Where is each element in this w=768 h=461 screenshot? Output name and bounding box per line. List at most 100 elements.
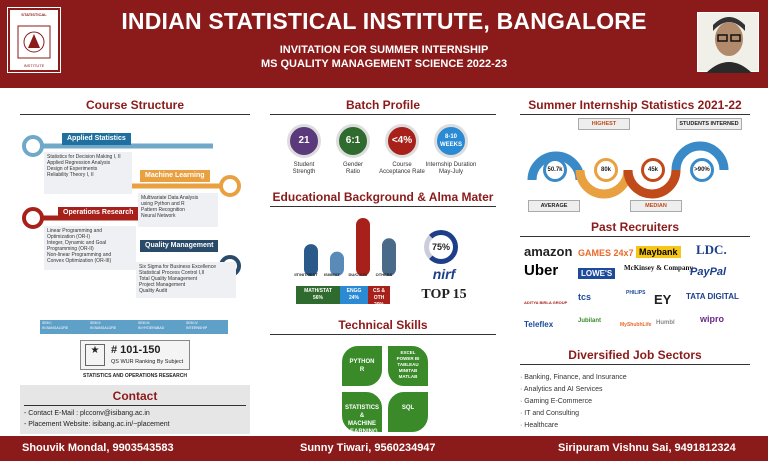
divider bbox=[20, 114, 250, 115]
internship-value: >90% bbox=[690, 158, 714, 182]
nirf-logo: nirf bbox=[432, 266, 456, 282]
divider bbox=[270, 206, 496, 207]
edu-bar-label: IIT/NIT/IIEST bbox=[294, 272, 318, 277]
placement-website[interactable]: - Placement Website: isibang.ac.in/~plac… bbox=[24, 421, 170, 428]
contact-email[interactable]: - Contact E-Mail : plcconv@isibang.ac.in bbox=[24, 410, 150, 417]
edu-bar bbox=[356, 218, 370, 276]
recruiter-logo: TATA DIGITAL bbox=[686, 292, 739, 301]
qs-caption: STATISTICS AND OPERATIONS RESEARCH bbox=[83, 373, 187, 379]
recruiter-logo: amazon bbox=[524, 244, 573, 259]
edu-bar bbox=[330, 251, 344, 276]
footer-contacts: Shouvik Mondal, 9903543583 Sunny Tiwari,… bbox=[0, 436, 768, 461]
recruiter-logo: PHILIPS bbox=[626, 290, 646, 296]
divider bbox=[520, 114, 750, 115]
sectors-title: Diversified Job Sectors bbox=[568, 348, 702, 362]
education-title: Educational Background & Alma Mater bbox=[272, 190, 494, 204]
page-title: INDIAN STATISTICAL INSTITUTE, BANGALORE bbox=[121, 8, 647, 34]
batch-profile-title: Batch Profile bbox=[345, 98, 420, 112]
divider bbox=[270, 334, 496, 335]
qs-ranking-badge: ★ # 101-150 QS WUR Ranking By Subject bbox=[80, 340, 190, 370]
edu-bar-label: OTHERS bbox=[375, 272, 393, 277]
nirf-rank: TOP 15 bbox=[421, 287, 467, 302]
header-subtitle-2: MS QUALITY MANAGEMENT SCIENCE 2022-23 bbox=[260, 58, 508, 70]
recruiter-logo: Jubilant bbox=[578, 318, 602, 324]
batch-stat-label: Gender Ratio bbox=[342, 162, 363, 175]
divider bbox=[24, 405, 246, 406]
batch-stat-circle: 21 bbox=[287, 124, 321, 158]
skill-tile: EXCEL POWER BI TABLEAU MINITAB MATLAB bbox=[386, 344, 430, 388]
isi-logo: STATISTICAL INSTITUTE bbox=[7, 7, 61, 73]
applied-statistics-topics: Statistics for Decision Making I, II App… bbox=[44, 152, 132, 194]
edu-bar bbox=[304, 244, 318, 276]
median-label: MEDIAN bbox=[630, 200, 682, 212]
recruiter-logo: Uber bbox=[524, 262, 559, 279]
qs-label: QS WUR Ranking By Subject bbox=[111, 359, 184, 365]
recruiter-logo: LDC. bbox=[696, 242, 727, 257]
operations-research-topics: Linear Programming and Optimization (OR-… bbox=[44, 226, 136, 270]
batch-stat-circle: 6:1 bbox=[336, 124, 370, 158]
divider bbox=[520, 236, 750, 237]
sector-item: · Gaming E-Commerce bbox=[520, 398, 592, 405]
stream-segment: ENGG 24% bbox=[340, 286, 368, 304]
recruiters-title: Past Recruiters bbox=[590, 220, 680, 234]
recruiter-logo: Humbl bbox=[656, 320, 675, 326]
sector-item: · Banking, Finance, and Insurance bbox=[520, 374, 627, 381]
sector-item: · Analytics and AI Services bbox=[520, 386, 603, 393]
edu-bar-label: ISI/IIEST bbox=[323, 272, 340, 277]
internship-stats-title: Summer Internship Statistics 2021-22 bbox=[528, 98, 742, 112]
sem-3: SEM III IN HYDERABAD bbox=[138, 321, 165, 330]
header-subtitle-1: INVITATION FOR SUMMER INTERNSHIP bbox=[279, 44, 489, 56]
logo-emblem-icon bbox=[17, 25, 51, 59]
recruiter-logo: tcs bbox=[578, 292, 592, 302]
contact-person-2: Sunny Tiwari, 9560234947 bbox=[300, 442, 436, 454]
sem-4: SEM IV INTERNSHIP bbox=[186, 321, 208, 330]
batch-stat-label: Internship Duration May-July bbox=[425, 162, 477, 175]
divider bbox=[520, 364, 750, 365]
internship-value: 45k bbox=[641, 158, 665, 182]
recruiter-logo: Teleflex bbox=[524, 320, 554, 329]
highest-label: HIGHEST bbox=[578, 118, 630, 130]
batch-stat-circle: 8-10 WEEKS bbox=[434, 124, 468, 158]
quality-management-topics: Six Sigma for Business Excellence Statis… bbox=[136, 262, 236, 298]
founder-portrait bbox=[697, 12, 759, 73]
module-quality-management: Quality Management bbox=[140, 240, 219, 252]
recruiter-logo: ADITYA BIRLA GROUP bbox=[524, 300, 568, 305]
stream-segment: MATH/STAT 56% bbox=[296, 286, 340, 304]
skill-tile: STATISTICS & MACHINE LEARNING bbox=[340, 390, 384, 435]
internship-wave-graphic bbox=[527, 141, 729, 199]
stream-segment: CS & OTH 20% bbox=[368, 286, 390, 308]
nirf-percent: 75% bbox=[424, 230, 458, 264]
recruiter-logo: GAMES 24x7 bbox=[578, 248, 634, 258]
edu-bar bbox=[382, 238, 396, 276]
internship-value: 50.7k bbox=[543, 158, 567, 182]
recruiter-logo: MyShubhLife bbox=[620, 322, 652, 328]
recruiter-logo: PayPal bbox=[690, 266, 727, 278]
sector-item: · IT and Consulting bbox=[520, 410, 580, 417]
course-structure-title: Course Structure bbox=[85, 98, 185, 112]
machine-learning-topics: Multivariate Data Analysis using Python … bbox=[138, 193, 218, 227]
edu-bar-label: DU/CU/JU bbox=[348, 272, 368, 277]
internship-value: 80k bbox=[594, 158, 618, 182]
module-applied-statistics: Applied Statistics bbox=[62, 133, 131, 145]
skill-tile: SQL bbox=[386, 390, 430, 434]
skill-tile: PYTHON R bbox=[340, 344, 384, 388]
average-label: AVERAGE bbox=[528, 200, 580, 212]
contact-person-3: Siripuram Vishnu Sai, 9491812324 bbox=[558, 442, 736, 454]
sem-1: SEM I IN BANGALORE bbox=[42, 321, 69, 330]
recruiter-logo: McKinsey & Company bbox=[624, 264, 693, 272]
batch-stat-circle: <4% bbox=[385, 124, 419, 158]
batch-stat-label: Course Acceptance Rate bbox=[379, 162, 425, 175]
batch-stat-label: Student Strength bbox=[292, 162, 316, 175]
portrait-icon bbox=[706, 17, 752, 73]
module-operations-research: Operations Research bbox=[58, 207, 139, 219]
header-banner: STATISTICAL INSTITUTE INDIAN STATISTICAL… bbox=[0, 0, 768, 88]
contact-person-1: Shouvik Mondal, 9903543583 bbox=[22, 442, 174, 454]
skills-title: Technical Skills bbox=[338, 318, 428, 332]
sem-2: SEM II IN BANGALORE bbox=[90, 321, 117, 330]
students-interned-label: STUDENTS INTERNED bbox=[676, 118, 742, 130]
contact-title: Contact bbox=[112, 389, 158, 403]
qs-rank: # 101-150 bbox=[111, 344, 161, 356]
recruiter-logo: EY bbox=[654, 292, 672, 307]
education-bar-chart bbox=[304, 218, 396, 276]
recruiter-logo: wipro bbox=[700, 314, 724, 324]
